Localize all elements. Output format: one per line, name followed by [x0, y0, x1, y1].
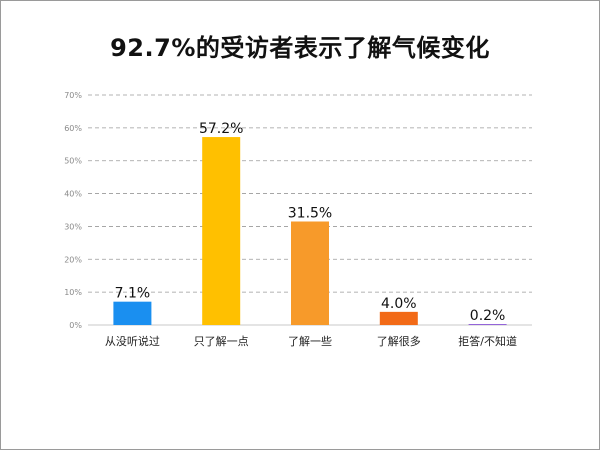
y-tick-label: 0% [69, 321, 82, 330]
x-tick-label: 了解一些 [288, 334, 332, 348]
bar [379, 311, 418, 325]
x-tick-label: 只了解一点 [194, 334, 249, 348]
x-tick-label: 了解很多 [377, 334, 421, 348]
data-label: 31.5% [288, 206, 332, 222]
y-tick-label: 40% [64, 190, 82, 199]
bar [202, 137, 241, 325]
x-tick-label: 从没听说过 [105, 334, 160, 348]
data-label: 4.0% [381, 296, 417, 312]
y-tick-label: 30% [64, 222, 82, 231]
y-tick-label: 60% [64, 124, 82, 133]
y-tick-label: 70% [64, 91, 82, 100]
bar [113, 301, 152, 325]
data-label: 7.1% [115, 286, 151, 302]
x-tick-label: 拒答/不知道 [458, 334, 517, 348]
chart-title: 92.7%的受访者表示了解气候变化 [110, 34, 490, 62]
bar [291, 221, 329, 325]
y-tick-label: 50% [64, 157, 82, 166]
data-label: 0.2% [470, 308, 506, 324]
y-tick-label: 10% [64, 288, 82, 297]
y-tick-label: 20% [64, 255, 82, 264]
data-label: 57.2% [199, 121, 243, 137]
bar [468, 324, 507, 325]
